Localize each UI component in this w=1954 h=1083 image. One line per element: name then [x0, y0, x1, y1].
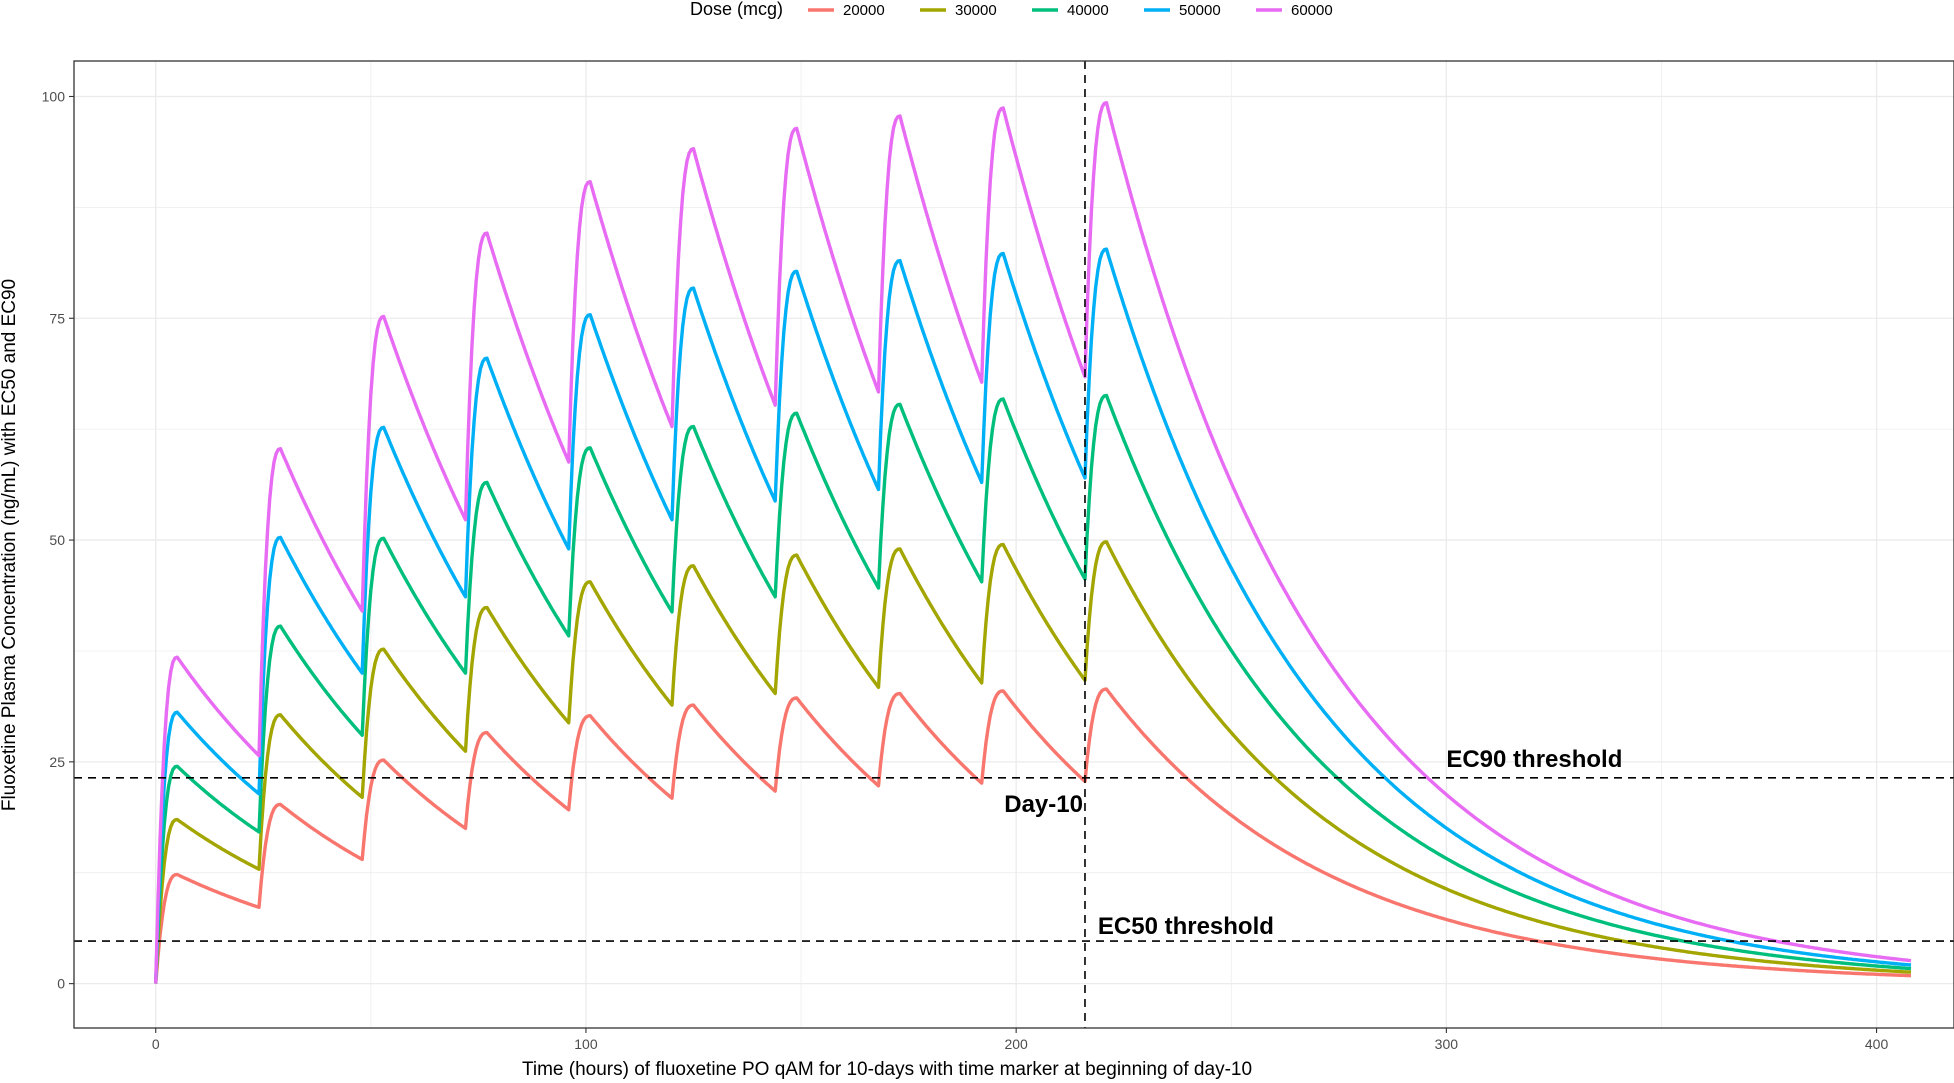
plot-panel	[74, 61, 1954, 1028]
annotation-ec90-threshold: EC90 threshold	[1446, 746, 1622, 773]
legend-label-20000: 20000	[843, 2, 885, 19]
annotation-ec50-threshold: EC50 threshold	[1098, 913, 1274, 940]
series-line-40000	[154, 393, 1912, 984]
reference-lines	[74, 61, 1954, 1028]
series-line-60000	[154, 101, 1912, 984]
x-tick-label: 100	[574, 1036, 598, 1052]
series-lines	[154, 101, 1912, 984]
x-tick-label: 200	[1004, 1036, 1028, 1052]
x-axis-title: Time (hours) of fluoxetine PO qAM for 10…	[522, 1059, 1252, 1080]
series-line-50000	[154, 247, 1912, 984]
y-tick-label: 75	[49, 310, 65, 326]
x-tick-label: 300	[1435, 1036, 1459, 1052]
y-tick-label: 100	[42, 88, 66, 104]
plot-border	[73, 60, 1954, 1029]
series-line-30000	[154, 540, 1912, 984]
legend-title: Dose (mcg)	[690, 0, 783, 19]
x-tick-label: 400	[1865, 1036, 1889, 1052]
legend: Dose (mcg) 20000 30000 40000 50000 60000	[690, 0, 1333, 19]
y-axis-title: Fluoxetine Plasma Concentration (ng/mL) …	[0, 279, 20, 811]
y-tick-label: 50	[49, 532, 65, 548]
legend-label-60000: 60000	[1291, 2, 1333, 19]
axis-ticks: 0 25 50 75 100 0 100 200 300 400	[42, 88, 1889, 1052]
annotation-day-10: Day-10	[1004, 791, 1083, 818]
legend-label-30000: 30000	[955, 2, 997, 19]
x-tick-label: 0	[152, 1036, 160, 1052]
annotations: EC90 threshold EC50 threshold Day-10	[1004, 746, 1622, 940]
y-tick-label: 25	[49, 754, 65, 770]
legend-label-40000: 40000	[1067, 2, 1109, 19]
series-line-20000	[154, 687, 1912, 984]
y-tick-label: 0	[57, 976, 65, 992]
legend-label-50000: 50000	[1179, 2, 1221, 19]
